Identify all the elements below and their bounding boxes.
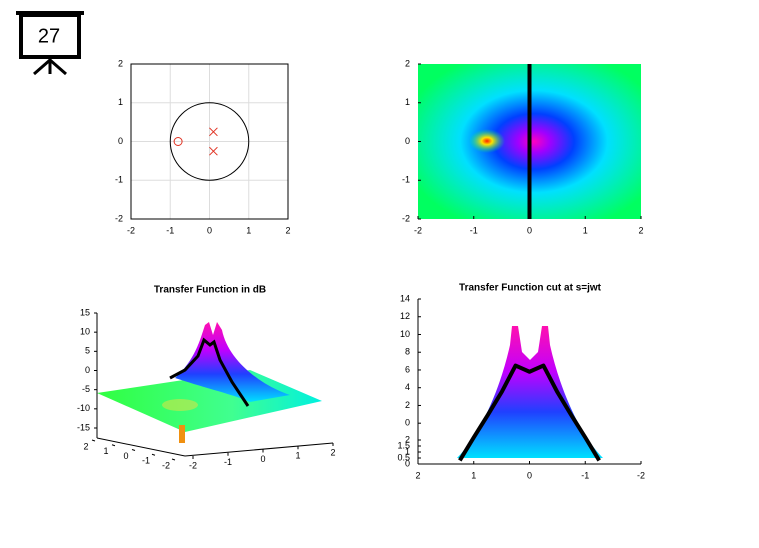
surface-stalk	[179, 425, 185, 443]
y-axis	[96, 437, 186, 457]
z-tick-label: -10	[77, 403, 90, 413]
y-tick-label: 10	[400, 329, 410, 339]
x-tick-label: 0	[207, 225, 212, 235]
x-tick-label: -1	[224, 457, 232, 467]
y-tick-label: 4	[405, 382, 410, 392]
y-tick-label: 1	[103, 446, 108, 456]
x-tick-label: 2	[285, 225, 290, 235]
y-tick-label: 0	[123, 451, 128, 461]
tick-mark	[171, 458, 176, 461]
y-tick-label: 12	[400, 311, 410, 321]
inset-y-tick-label: 1	[405, 446, 410, 456]
cut-surface	[457, 326, 603, 458]
zero-glow	[469, 129, 505, 153]
z-tick-label: 10	[80, 327, 90, 337]
x-tick-label: -1	[166, 225, 174, 235]
zero-marker	[173, 137, 183, 146]
z-tick-label: 5	[85, 346, 90, 356]
y-tick-label: 2	[405, 58, 410, 68]
surface-cut	[169, 337, 250, 407]
x-tick-label: 1	[246, 225, 251, 235]
x-tick-label: -1	[470, 225, 478, 235]
pole-marker	[209, 146, 218, 156]
tick-mark	[91, 439, 96, 442]
z-tick-label: -5	[82, 384, 90, 394]
y-tick-label: -2	[402, 213, 410, 223]
pole-marker	[209, 127, 218, 137]
x-tick-label: 1	[295, 451, 300, 461]
y-tick-label: 0	[405, 136, 410, 146]
z-tick-label: 0	[85, 365, 90, 375]
surface-dip	[162, 399, 198, 411]
x-tick-label: 0	[527, 470, 532, 480]
y-tick-label: 2	[118, 58, 123, 68]
inset-y-tick-label: 0	[405, 458, 410, 468]
x-tick-label: 2	[638, 225, 643, 235]
x-tick-label: -2	[189, 460, 197, 470]
x-tick-label: 1	[583, 225, 588, 235]
x-tick-label: 1	[471, 470, 476, 480]
x-tick-label: 0	[260, 454, 265, 464]
tick-mark	[111, 444, 116, 447]
x-tick-label: -1	[581, 470, 589, 480]
x-axis	[184, 442, 334, 457]
slide-number: 27	[38, 25, 60, 47]
inset-y-tick-label: 0.5	[397, 452, 410, 462]
plot-frame	[130, 63, 289, 220]
tick-mark	[151, 453, 156, 456]
y-tick-label: 0	[405, 418, 410, 428]
x-tick-label: 2	[415, 470, 420, 480]
chart-title: Transfer Function cut at s=jwt	[459, 283, 602, 294]
y-tick-label: -1	[402, 175, 410, 185]
y-tick-label: -1	[115, 175, 123, 185]
inset-y-tick-label: 1.5	[397, 440, 410, 450]
x-tick-label: 2	[330, 447, 335, 457]
x-tick-label: 0	[527, 225, 532, 235]
tick-mark	[131, 449, 136, 451]
z-tick-label: -15	[77, 422, 90, 432]
cut-line	[458, 363, 601, 462]
y-tick-label: 1	[118, 97, 123, 107]
y-tick-label: 1	[405, 97, 410, 107]
y-tick-label: 14	[400, 293, 410, 303]
inset-y-tick-label: 2	[405, 434, 410, 444]
y-tick-label: -2	[162, 460, 170, 470]
x-tick-label: -2	[637, 470, 645, 480]
y-tick-label: -1	[142, 456, 150, 466]
slide-icon: 27	[16, 11, 84, 76]
x-tick-label: -2	[127, 225, 135, 235]
unit-circle	[169, 102, 250, 181]
y-tick-label: 6	[405, 364, 410, 374]
y-tick-label: 0	[118, 136, 123, 146]
y-tick-label: 8	[405, 347, 410, 357]
y-tick-label: 2	[405, 400, 410, 410]
x-tick-label: -2	[414, 225, 422, 235]
y-tick-label: -2	[115, 213, 123, 223]
z-tick-label: 15	[80, 307, 90, 317]
chart-title: Transfer Function in dB	[154, 285, 266, 296]
y-tick-label: 2	[83, 441, 88, 451]
